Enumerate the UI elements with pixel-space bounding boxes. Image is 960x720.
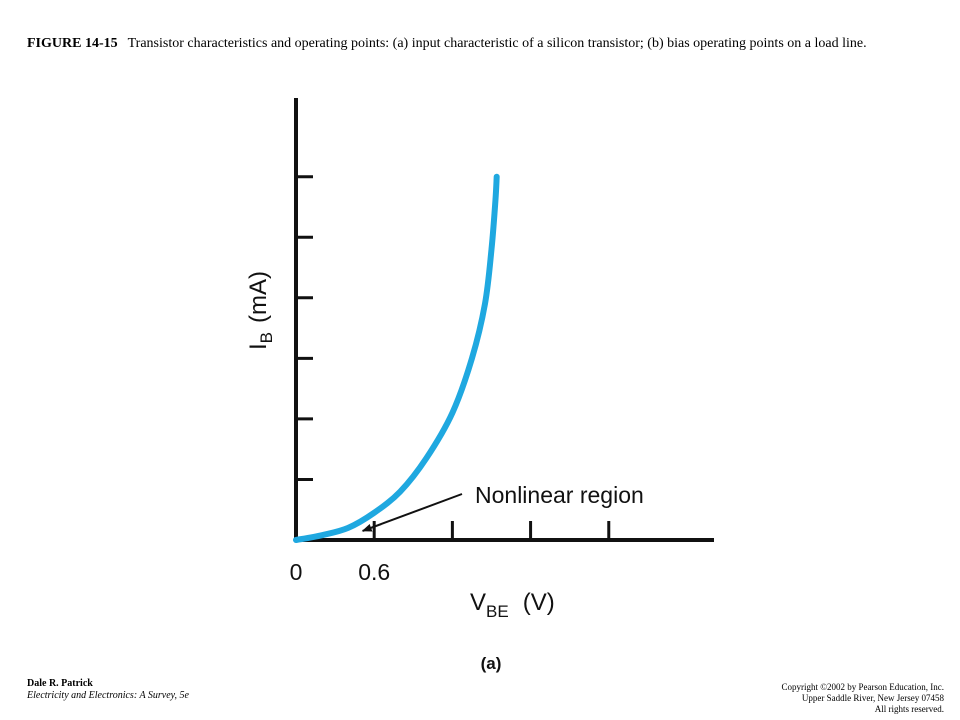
y-axis-label-subscript: B [257, 332, 276, 343]
copyright-line: Copyright ©2002 by Pearson Education, In… [781, 682, 944, 692]
figure-label: FIGURE 14-15 [27, 36, 118, 51]
annotation: Nonlinear region [361, 482, 644, 532]
y-axis-label-main: I [245, 343, 272, 350]
copyright-line: Upper Saddle River, New Jersey 07458 [801, 693, 944, 703]
book-title: Electricity and Electronics: A Survey, 5… [27, 690, 189, 701]
copyright-block: Copyright ©2002 by Pearson Education, In… [781, 682, 944, 715]
x-axis-label-subscript: BE [486, 602, 509, 621]
axes [294, 98, 714, 542]
annotation-text: Nonlinear region [475, 482, 644, 508]
subfigure-label: (a) [481, 654, 502, 673]
series-line [293, 173, 500, 543]
figure-caption-text: Transistor characteristics and operating… [127, 36, 867, 51]
y-axis-label: IB (mA) [245, 271, 276, 350]
x-tick-label: 0.6 [358, 559, 390, 585]
tick-labels: 0 0.6 [290, 559, 391, 585]
x-tick-label: 0 [290, 559, 303, 585]
y-axis-label-unit: (mA) [245, 271, 272, 323]
tick-marks [296, 175, 611, 540]
copyright-line: All rights reserved. [874, 704, 944, 714]
author-name: Dale R. Patrick [27, 678, 93, 689]
annotation-arrow [361, 493, 463, 532]
x-axis-label-main: V [470, 589, 486, 616]
author-block: Dale R. Patrick Electricity and Electron… [27, 678, 189, 702]
figure-caption: FIGURE 14-15 Transistor characteristics a… [27, 33, 932, 54]
x-axis-label-unit: (V) [523, 589, 555, 616]
x-axis-label: VBE (V) [470, 589, 555, 621]
series-layer [293, 173, 500, 543]
